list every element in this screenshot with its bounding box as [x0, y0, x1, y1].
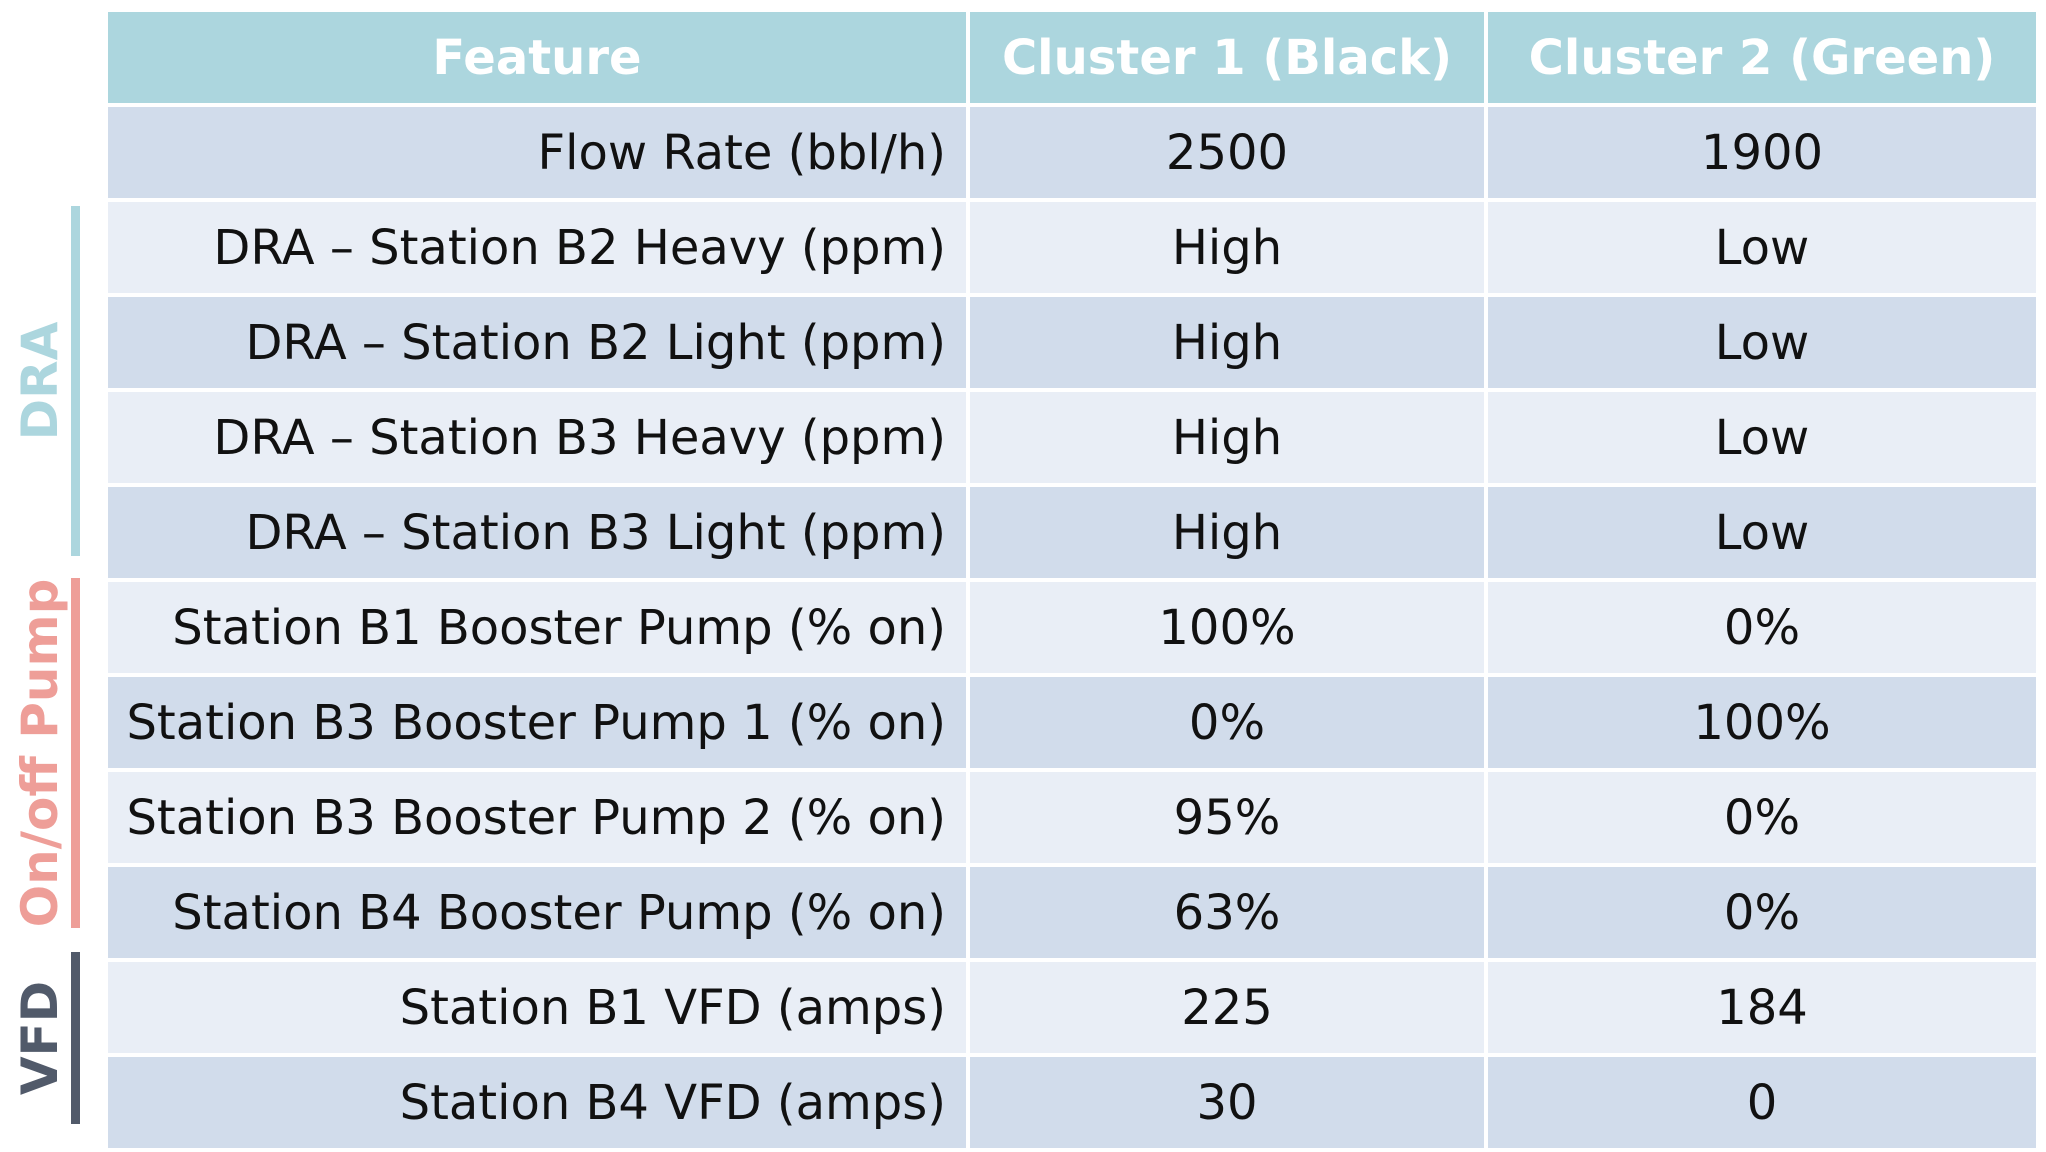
group-vfd-bar	[71, 952, 80, 1124]
table-row: DRA – Station B2 Light (ppm) High Low	[104, 293, 2040, 392]
table-row: Station B4 Booster Pump (% on) 63% 0%	[104, 863, 2040, 962]
feature-cell: Station B3 Booster Pump 2 (% on)	[104, 768, 970, 867]
feature-cell: Station B1 VFD (amps)	[104, 958, 970, 1057]
group-dra: DRA	[0, 206, 100, 556]
table-row: DRA – Station B3 Heavy (ppm) High Low	[104, 388, 2040, 487]
header-cluster-1: Cluster 1 (Black)	[966, 8, 1488, 107]
feature-cell: Station B4 Booster Pump (% on)	[104, 863, 970, 962]
group-dra-label: DRA	[11, 321, 69, 441]
cluster-2-cell: 1900	[1484, 103, 2040, 202]
cluster-1-cell: 95%	[966, 768, 1488, 867]
cluster-1-cell: High	[966, 388, 1488, 487]
cluster-table-container: Feature Cluster 1 (Black) Cluster 2 (Gre…	[104, 8, 2040, 1152]
cluster-2-cell: Low	[1484, 483, 2040, 582]
table-row: Station B3 Booster Pump 1 (% on) 0% 100%	[104, 673, 2040, 772]
cluster-2-cell: 0%	[1484, 863, 2040, 962]
cluster-1-cell: 2500	[966, 103, 1488, 202]
feature-cell: Flow Rate (bbl/h)	[104, 103, 970, 202]
cluster-1-cell: 30	[966, 1053, 1488, 1152]
table-row: Station B4 VFD (amps) 30 0	[104, 1053, 2040, 1152]
cluster-2-cell: 100%	[1484, 673, 2040, 772]
feature-cell: DRA – Station B2 Light (ppm)	[104, 293, 970, 392]
table-row: Station B1 VFD (amps) 225 184	[104, 958, 2040, 1057]
cluster-comparison-table: Feature Cluster 1 (Black) Cluster 2 (Gre…	[104, 8, 2040, 1152]
group-dra-bar	[71, 206, 80, 556]
feature-cell: DRA – Station B3 Light (ppm)	[104, 483, 970, 582]
header-cluster-2: Cluster 2 (Green)	[1484, 8, 2040, 107]
cluster-2-cell: Low	[1484, 293, 2040, 392]
cluster-1-cell: High	[966, 198, 1488, 297]
group-vfd-label: VFD	[11, 980, 69, 1096]
header-feature: Feature	[104, 8, 970, 107]
feature-cell: DRA – Station B2 Heavy (ppm)	[104, 198, 970, 297]
cluster-1-cell: 225	[966, 958, 1488, 1057]
cluster-2-cell: 0%	[1484, 578, 2040, 677]
cluster-2-cell: 0%	[1484, 768, 2040, 867]
cluster-1-cell: High	[966, 293, 1488, 392]
cluster-1-cell: High	[966, 483, 1488, 582]
feature-cell: Station B3 Booster Pump 1 (% on)	[104, 673, 970, 772]
table-row: DRA – Station B2 Heavy (ppm) High Low	[104, 198, 2040, 297]
group-pump-label: On/off Pump	[11, 578, 69, 928]
group-pump: On/off Pump	[0, 578, 100, 928]
group-vfd: VFD	[0, 952, 100, 1124]
feature-cell: DRA – Station B3 Heavy (ppm)	[104, 388, 970, 487]
table-row: DRA – Station B3 Light (ppm) High Low	[104, 483, 2040, 582]
feature-cell: Station B4 VFD (amps)	[104, 1053, 970, 1152]
table-row: Station B1 Booster Pump (% on) 100% 0%	[104, 578, 2040, 677]
table-row: Station B3 Booster Pump 2 (% on) 95% 0%	[104, 768, 2040, 867]
table-row: Flow Rate (bbl/h) 2500 1900	[104, 103, 2040, 202]
cluster-2-cell: Low	[1484, 388, 2040, 487]
cluster-2-cell: 184	[1484, 958, 2040, 1057]
table-header-row: Feature Cluster 1 (Black) Cluster 2 (Gre…	[104, 8, 2040, 107]
group-pump-bar	[71, 578, 80, 928]
cluster-2-cell: 0	[1484, 1053, 2040, 1152]
feature-cell: Station B1 Booster Pump (% on)	[104, 578, 970, 677]
cluster-1-cell: 100%	[966, 578, 1488, 677]
cluster-1-cell: 63%	[966, 863, 1488, 962]
cluster-1-cell: 0%	[966, 673, 1488, 772]
cluster-2-cell: Low	[1484, 198, 2040, 297]
